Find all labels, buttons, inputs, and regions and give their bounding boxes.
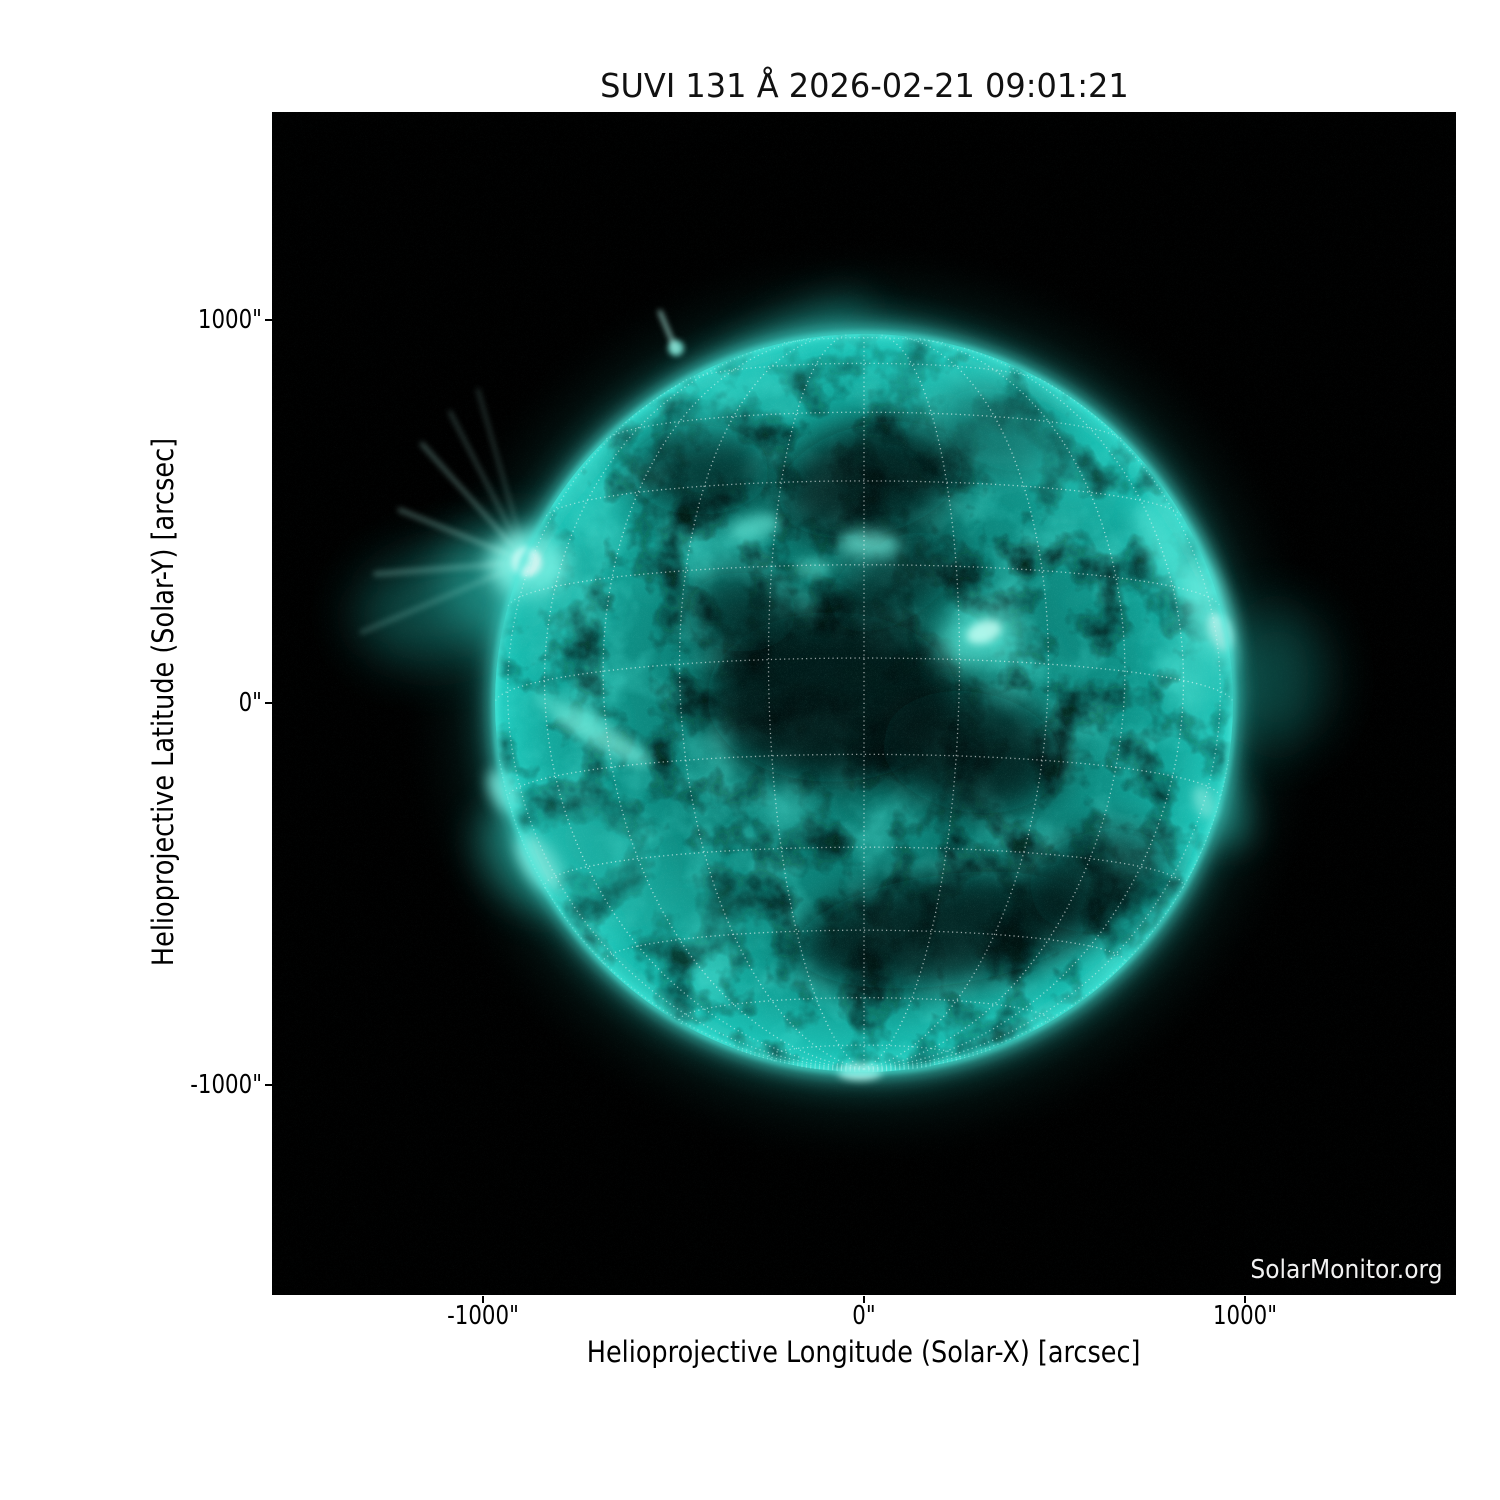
y-tick: [265, 1084, 272, 1086]
x-tick-label-m1000: -1000": [447, 1301, 519, 1331]
solar-image: [272, 112, 1456, 1295]
x-tick: [1244, 1296, 1246, 1303]
y-tick: [265, 319, 272, 321]
x-tick-label-0: 0": [852, 1301, 876, 1331]
y-tick-label-0: 0": [238, 688, 262, 718]
plot-area: SolarMonitor.org: [272, 112, 1456, 1295]
y-tick-label-1000: 1000": [197, 305, 262, 335]
noise-grain: [272, 112, 1456, 1295]
y-axis-label: Helioprojective Latitude (Solar-Y) [arcs…: [146, 437, 180, 967]
x-tick: [863, 1296, 865, 1303]
chart-title-row: SUVI 131 Å 2026-02-21 09:01:21: [272, 66, 1456, 105]
watermark-link[interactable]: SolarMonitor.org: [1250, 1255, 1443, 1285]
x-axis-label: Helioprojective Longitude (Solar-X) [arc…: [587, 1335, 1141, 1369]
x-tick-label-1000: 1000": [1212, 1301, 1278, 1331]
x-axis-label-row: Helioprojective Longitude (Solar-X) [arc…: [272, 1335, 1456, 1369]
chart-title: SUVI 131 Å 2026-02-21 09:01:21: [599, 66, 1129, 105]
y-tick-label-m1000: -1000": [190, 1070, 262, 1100]
y-tick: [265, 702, 272, 704]
x-tick: [482, 1296, 484, 1303]
